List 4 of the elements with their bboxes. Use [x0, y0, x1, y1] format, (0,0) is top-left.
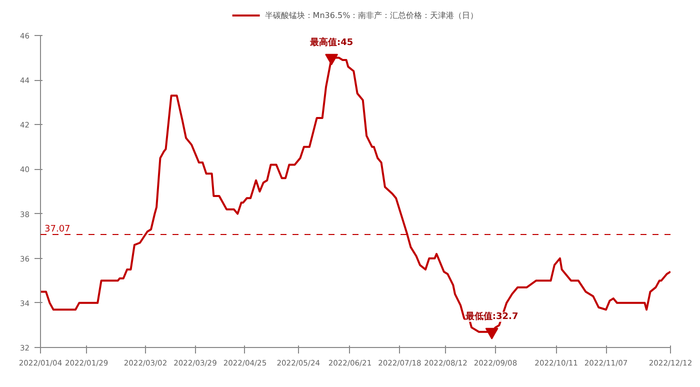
- annotation: 最低值:32.7: [464, 310, 518, 322]
- annotation: 最高值:45: [308, 36, 354, 48]
- legend-label: 半碳酸锰块：Mn36.5%：南非产：汇总价格：天津港（日）: [264, 10, 478, 20]
- ref-line-label: 37.07: [44, 224, 70, 235]
